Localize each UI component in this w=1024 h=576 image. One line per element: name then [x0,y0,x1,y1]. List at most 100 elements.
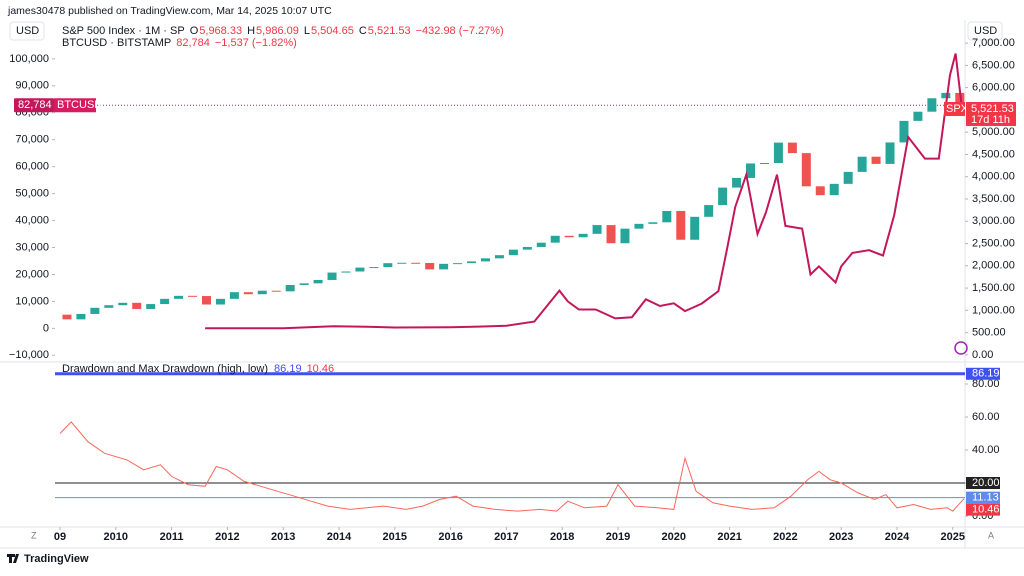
legend-value: 5,968.33 [199,25,242,37]
value-badge-label: 20.00 [972,477,1000,489]
y-tick-label: 50,000 [15,188,49,200]
candle [467,261,477,264]
candle [215,298,225,305]
x-tick-label: 2013 [271,531,295,543]
scale-mode-right[interactable]: A [988,530,994,540]
legend-value: −1,537 (−1.82%) [215,37,297,49]
y2-tick-label: 2,500.00 [972,237,1015,249]
value-badge [966,491,1000,504]
candle [327,272,337,280]
candle [243,292,253,295]
candle [90,307,100,314]
right-currency[interactable]: USD [974,25,997,37]
x-tick-label: 2012 [215,531,239,543]
candle [704,205,714,217]
y-tick-label: 40,000 [15,214,49,226]
series-legend: S&P 500 Index · 1M · SP O5,968.33 H5,986.0… [62,25,504,37]
x-tick-label: 2021 [717,531,741,543]
y2-tick-label: 3,000.00 [972,215,1015,227]
candle [355,267,365,272]
legend-value: −432.98 (−7.27%) [416,25,504,37]
candle [676,210,686,240]
y-tick-label: 60.00 [972,411,1000,423]
candle [411,262,421,264]
legend-value: 5,504.65 [311,25,354,37]
candle [620,228,630,244]
candle [271,290,281,292]
last-value-label: 5,521.53 [971,103,1014,115]
last-value-badge [14,98,54,113]
candle [550,235,560,243]
candle [927,98,937,112]
line-series [205,53,965,330]
candle [439,263,449,270]
candle [606,225,616,244]
x-tick-label: 09 [54,531,66,543]
candle [899,120,909,143]
indicator-value: 10.46 [307,363,335,375]
y2-tick-label: 6,500.00 [972,59,1015,71]
candle [718,187,728,206]
y-tick-label: 30,000 [15,241,49,253]
right-currency-button[interactable] [967,21,1003,41]
y2-tick-label: 5,000.00 [972,126,1015,138]
candle [508,249,518,256]
candle [369,267,379,269]
y2-tick-label: 2,000.00 [972,260,1015,272]
x-tick-label: 2025 [941,531,965,543]
candle [285,285,295,292]
left-currency-button[interactable] [9,21,45,41]
legend-value: 82,784 [176,37,210,49]
y-tick-label: 10,000 [15,295,49,307]
value-badge-label: 10.46 [972,504,1000,516]
x-tick-label: 2014 [327,531,352,543]
candle [62,314,72,320]
legend-value: 5,986.09 [256,25,299,37]
candle [955,92,965,109]
candle [341,271,351,273]
brand-name[interactable]: TradingView [24,553,89,565]
x-tick-label: 2015 [383,531,407,543]
y-tick-label: 60,000 [15,161,49,173]
y-tick-label: 20,000 [15,268,49,280]
candle [229,292,239,299]
candle [522,246,532,250]
candle [690,216,700,240]
last-value-label: 82,784 [18,99,52,111]
scale-mode-left[interactable]: Z [31,530,37,540]
candle [564,235,574,238]
candle [76,313,86,320]
candle [634,223,644,229]
candle [146,304,156,309]
x-tick-label: 2022 [773,531,797,543]
candle [885,142,895,164]
candle [397,262,407,264]
x-tick-label: 2010 [104,531,128,543]
candle [815,186,825,196]
x-tick-label: 2018 [550,531,574,543]
x-tick-label: 2024 [885,531,910,543]
value-badge-label: 86.19 [972,368,1000,380]
y2-tick-label: 1,000.00 [972,304,1015,316]
candle [160,298,170,305]
candle [313,279,323,284]
candle [425,263,435,270]
x-tick-label: 2017 [494,531,518,543]
candle [746,163,756,178]
candle [759,163,769,165]
candle [104,305,114,308]
event-icon[interactable] [954,341,968,355]
series-short-name: BTCUSD [57,99,102,111]
legend-value: 5,521.53 [368,25,411,37]
candle [480,258,490,262]
x-tick-label: 2023 [829,531,853,543]
left-currency[interactable]: USD [16,25,39,37]
y2-tick-label: 0.00 [972,349,993,361]
legend-field: L [304,25,310,37]
candle [787,142,797,154]
value-badge-label: 11.13 [972,492,999,504]
y2-tick-label: 3,500.00 [972,193,1015,205]
y2-tick-label: 4,500.00 [972,148,1015,160]
value-badge [966,367,1000,380]
